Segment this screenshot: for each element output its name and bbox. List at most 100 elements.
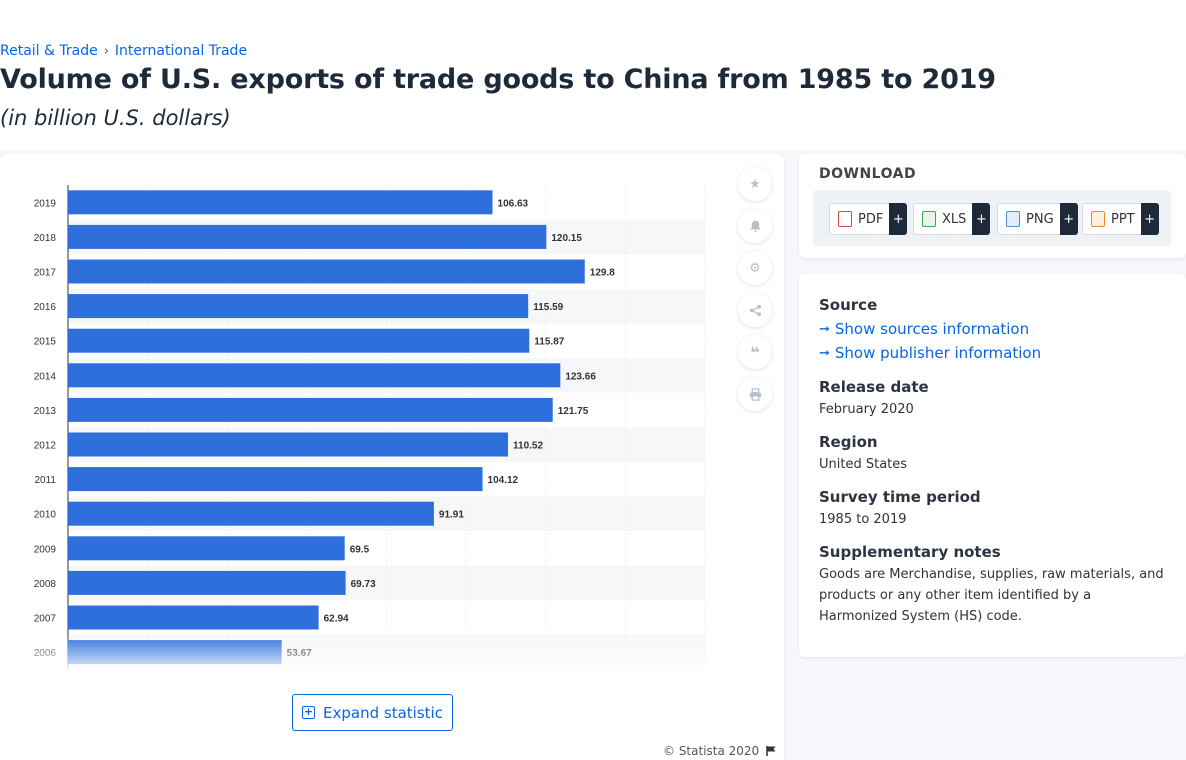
download-ppt-label: PPT [1111,211,1135,227]
category-label: 2008 [34,579,57,590]
show-sources-label: Show sources information [834,320,1030,338]
copyright-text: © Statista 2020 [663,744,760,758]
print-icon[interactable] [738,377,772,411]
arrow-right-icon: ➞ [819,321,830,337]
bar [68,397,553,422]
arrow-right-icon: ➞ [819,345,830,361]
supplementary-notes-heading: Supplementary notes [819,543,1001,561]
download-title: DOWNLOAD [819,166,917,182]
bar [68,294,529,319]
bar [68,501,434,526]
value-label: 110.52 [513,441,543,452]
star-icon[interactable]: ★ [738,167,772,201]
supplementary-notes-value: Goods are Merchandise, supplies, raw mat… [819,567,1164,624]
value-label: 91.91 [439,510,464,521]
chart-fade-overlay [0,634,720,674]
bar [68,190,493,215]
category-label: 2015 [34,337,57,348]
show-sources-link[interactable]: ➞ Show sources information [819,320,1029,338]
region-value: United States [819,457,908,472]
category-label: 2012 [34,441,57,452]
print-icon-graphic [749,387,761,401]
download-png-button[interactable]: PNG + [997,203,1078,235]
category-label: 2009 [34,544,57,555]
value-label: 69.5 [350,544,370,555]
download-ppt-plus[interactable]: + [1140,203,1159,235]
breadcrumb-retail-trade[interactable]: Retail & Trade [0,43,98,59]
flag-icon[interactable] [765,745,777,757]
bar [68,328,530,353]
category-label: 2010 [34,510,57,521]
download-buttons-row: PDF + XLS + PNG + PPT + [813,190,1171,246]
value-label: 69.73 [351,579,376,590]
gear-icon[interactable]: ⚙ [738,251,772,285]
value-label: 106.63 [498,198,529,209]
category-label: 2014 [34,371,57,382]
source-heading: Source [819,296,878,314]
quote-icon[interactable]: ❝ [738,335,772,369]
chart-toolbar: ★ ⚙ ❝ [738,167,772,419]
value-label: 120.15 [551,233,582,244]
value-label: 123.66 [565,371,596,382]
download-panel: DOWNLOAD PDF + XLS + PNG + PPT + [799,154,1186,258]
bar [68,224,547,249]
bar [68,605,319,630]
expand-statistic-button[interactable]: + Expand statistic [292,694,453,731]
release-date-heading: Release date [819,378,929,396]
value-label: 115.87 [534,337,564,348]
breadcrumb-separator: › [103,43,109,59]
value-label: 115.59 [533,302,563,313]
download-pdf-plus[interactable]: + [889,203,908,235]
ppt-file-icon [1091,211,1105,227]
bar [68,432,509,457]
share-icon-graphic [749,304,761,316]
xls-file-icon [922,211,936,227]
category-label: 2016 [34,302,57,313]
bell-icon-graphic [749,220,761,232]
download-png-label: PNG [1026,211,1054,227]
page-subtitle: (in billion U.S. dollars) [0,106,231,130]
info-panel: Source ➞ Show sources information ➞ Show… [799,274,1186,657]
category-label: 2017 [34,268,57,279]
show-publisher-label: Show publisher information [834,344,1042,362]
category-label: 2007 [34,614,57,625]
bar [68,467,483,492]
pdf-file-icon [838,211,852,227]
breadcrumb-international-trade[interactable]: International Trade [114,43,248,59]
download-pdf-button[interactable]: PDF + [829,203,908,235]
bell-icon[interactable] [738,209,772,243]
value-label: 121.75 [558,406,589,417]
download-ppt-button[interactable]: PPT + [1082,203,1159,235]
download-png-plus[interactable]: + [1059,203,1078,235]
chart-card: 2019 106.63 2018 120.15 2017 129.8 2016 115.59 2… [0,154,784,760]
survey-period-value: 1985 to 2019 [819,512,907,527]
value-label: 104.12 [488,475,519,486]
show-publisher-link[interactable]: ➞ Show publisher information [819,344,1041,362]
expand-statistic-label: Expand statistic [323,703,443,722]
category-label: 2013 [34,406,57,417]
download-xls-button[interactable]: XLS + [913,203,991,235]
category-label: 2018 [34,233,57,244]
png-file-icon [1006,211,1020,227]
bar [68,536,345,561]
page-title: Volume of U.S. exports of trade goods to… [0,64,996,95]
bar [68,570,346,595]
release-date-value: February 2020 [819,402,914,417]
survey-period-heading: Survey time period [819,488,981,506]
download-xls-plus[interactable]: + [972,203,991,235]
value-label: 62.94 [324,614,349,625]
download-xls-label: XLS [942,211,967,227]
bar [68,363,561,388]
header-area [0,0,1186,150]
breadcrumb: Retail & Trade › International Trade [0,43,247,59]
bar [68,259,585,284]
expand-plus-icon: + [302,705,316,719]
copyright: © Statista 2020 [663,744,777,758]
value-label: 129.8 [590,268,615,279]
region-heading: Region [819,433,878,451]
category-label: 2019 [34,198,57,209]
share-icon[interactable] [738,293,772,327]
category-label: 2011 [34,475,56,486]
bar-chart: 2019 106.63 2018 120.15 2017 129.8 2016 115.59 2… [34,185,706,670]
download-pdf-label: PDF [858,211,884,227]
